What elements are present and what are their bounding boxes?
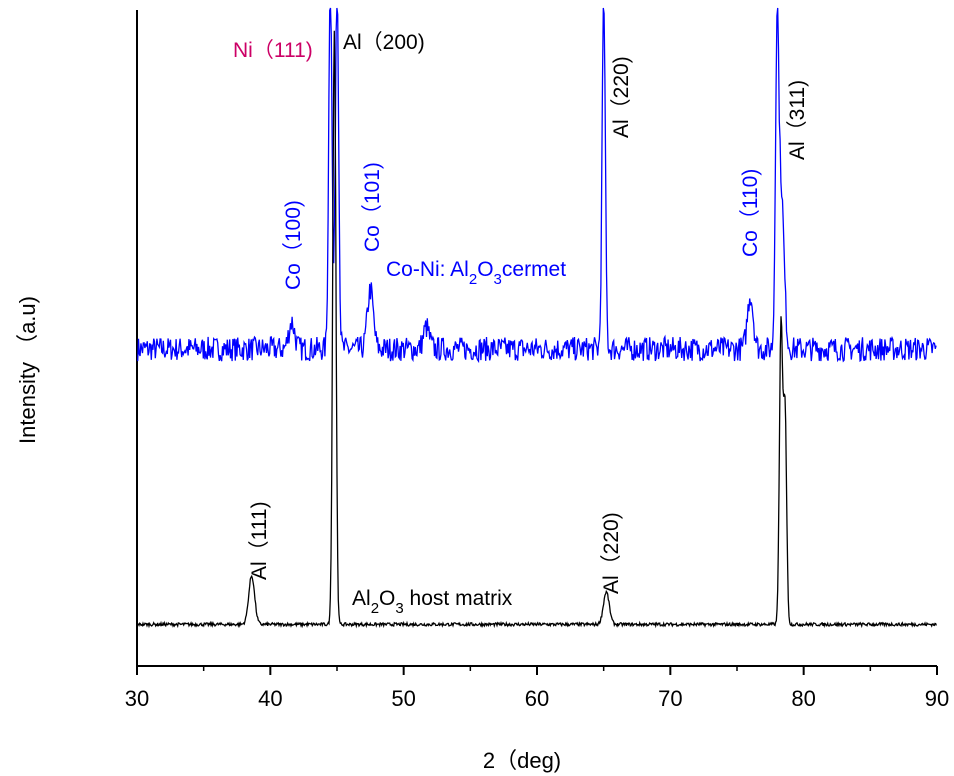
x-tick-label: 50 (391, 686, 415, 711)
y-axis-title: Intensity （a.u) (15, 296, 40, 444)
series-label-part: O (477, 258, 493, 281)
peak-annotation: Ni（111) (233, 39, 313, 62)
x-tick-label: 60 (525, 686, 549, 711)
peak-annotation: Co（101) (361, 162, 384, 252)
peak-annotation: Co（100) (282, 200, 305, 290)
peak-annotation: Al（200) (343, 31, 425, 54)
series-label-part: cermet (502, 258, 566, 281)
series-line-0 (137, 7, 937, 364)
x-tick-label: 40 (258, 686, 282, 711)
series-label-1: Al2O3 host matrix (352, 587, 513, 617)
x-axis-title: 2（deg) (483, 748, 561, 773)
series-label-0: Co-Ni: Al2O3cermet (386, 258, 566, 288)
series-label-part: 2 (469, 271, 477, 288)
peak-annotation: Co（110) (739, 169, 762, 257)
peak-annotation: Al（220) (610, 56, 633, 138)
series-label-part: host matrix (404, 587, 513, 610)
series-layer (137, 7, 937, 629)
annotation-layer: Ni（111) Al（200) Co（100) Co（101) Al（220) Co（11… (233, 31, 809, 617)
x-tick-label: 80 (791, 686, 815, 711)
axes: 30 40 50 60 70 80 90 (125, 10, 949, 711)
x-tick-label: 70 (658, 686, 682, 711)
peak-annotation: Al（111) (248, 501, 271, 580)
series-label-part: O (379, 587, 395, 610)
peak-annotation: Al（220) (600, 512, 623, 594)
x-tick-label: 90 (925, 686, 949, 711)
x-tick-label: 30 (125, 686, 149, 711)
series-label-part: 2 (371, 600, 379, 617)
peak-annotation: Al（311) (786, 80, 809, 160)
series-label-part: 3 (395, 600, 403, 617)
series-label-part: 3 (494, 271, 502, 288)
series-label-part: Co-Ni: Al (386, 258, 469, 281)
series-label-part: Al (352, 587, 371, 610)
series-line-1 (137, 30, 937, 629)
